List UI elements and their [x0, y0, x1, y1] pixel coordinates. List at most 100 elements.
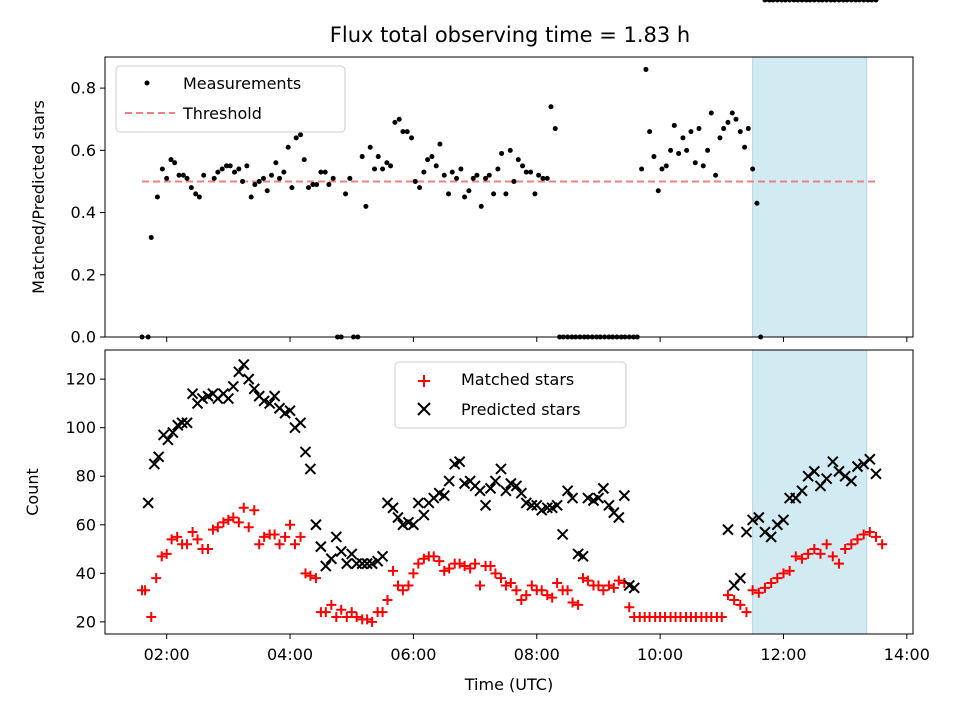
matched-star-point	[598, 585, 609, 596]
measurement-point	[449, 169, 455, 175]
measurement-point	[232, 169, 238, 175]
measurement-point	[256, 178, 262, 184]
matched-star-point	[254, 539, 265, 550]
measurement-point	[252, 182, 258, 188]
predicted-star-point	[248, 383, 260, 395]
predicted-star-point	[299, 446, 312, 458]
matched-star-point	[238, 502, 249, 513]
matched-star-point	[624, 602, 635, 613]
top-panel: Flux total observing time = 1.83 h 0.0 0.…	[29, 0, 914, 347]
measurement-point	[548, 104, 554, 110]
predicted-star-point	[176, 417, 188, 429]
matched-star-point	[336, 604, 347, 615]
measurement-point	[745, 126, 751, 132]
measurement-point	[193, 191, 199, 197]
matched-star-point	[790, 551, 801, 562]
predicted-star-point	[603, 499, 615, 512]
matched-star-point	[735, 599, 746, 610]
matched-star-point	[877, 539, 888, 550]
matched-star-point	[320, 607, 331, 618]
measurement-point	[322, 169, 328, 175]
measurement-point	[499, 150, 505, 156]
predicted-star-point	[361, 557, 373, 570]
measurement-point	[211, 175, 217, 181]
measurement-point	[301, 157, 307, 163]
measurement-point	[848, 0, 854, 3]
measurement-point	[172, 160, 178, 166]
measurement-point	[281, 169, 287, 175]
measurement-point	[219, 166, 225, 172]
measurement-point	[310, 182, 316, 188]
predicted-star-point	[597, 482, 610, 495]
predicted-star-point	[827, 455, 839, 468]
measurement-point	[816, 0, 822, 3]
predicted-star-point	[510, 480, 523, 492]
measurement-point	[819, 0, 825, 3]
predicted-star-point	[325, 553, 338, 565]
measurement-point	[733, 116, 739, 122]
measurement-point	[729, 110, 735, 116]
matched-star-point	[858, 529, 869, 540]
measurement-point	[643, 66, 649, 72]
bottom-ytick-label: 80	[76, 467, 96, 486]
measurement-point	[491, 191, 497, 197]
predicted-star-point	[734, 572, 747, 584]
measurement-point	[347, 175, 353, 181]
measurement-point	[696, 126, 702, 132]
measurement-point	[196, 194, 202, 200]
measurement-point	[725, 119, 731, 125]
matched-star-point	[146, 612, 157, 623]
predicted-star-point	[500, 485, 512, 497]
measurement-point	[372, 166, 378, 172]
measurement-point	[404, 129, 410, 135]
predicted-star-point	[592, 492, 605, 504]
measurement-point	[154, 194, 160, 200]
predicted-star-point	[777, 514, 790, 526]
predicted-star-point	[765, 531, 777, 543]
matched-star-point	[741, 607, 752, 618]
predicted-star-point	[613, 511, 625, 524]
bottom-ytick-label: 120	[65, 370, 96, 389]
matched-star-point	[573, 599, 584, 610]
measurement-point	[659, 166, 665, 172]
measurement-point	[314, 182, 320, 188]
measurement-point	[824, 0, 830, 3]
measurement-point	[528, 169, 534, 175]
matched-star-point	[305, 570, 316, 581]
measurement-point	[433, 163, 439, 169]
measurement-point	[486, 172, 492, 178]
matched-star-point	[864, 527, 875, 538]
measurement-point	[184, 175, 190, 181]
matched-star-point	[485, 561, 496, 572]
predicted-star-point	[341, 557, 353, 570]
matched-star-point	[772, 573, 783, 584]
measurement-point	[779, 0, 785, 3]
threshold-legend-label: Threshold	[182, 104, 262, 123]
predicted-star-point	[453, 455, 466, 468]
measurement-point	[277, 175, 283, 181]
measurement-point	[799, 0, 805, 3]
predicted-star-point	[320, 560, 332, 572]
predicted-star-point	[851, 460, 864, 473]
matched-star-point	[778, 568, 789, 579]
predicted-star-point	[495, 463, 507, 475]
predicted-star-point	[233, 366, 245, 378]
matched-star-point	[536, 585, 547, 596]
matched-star-point	[459, 561, 470, 572]
matched-star-point	[280, 531, 291, 542]
measurement-point	[828, 0, 834, 3]
measurement-point	[750, 166, 756, 172]
bottom-ytick-label: 40	[76, 564, 96, 583]
bottom-xtick-label: 08:00	[514, 645, 560, 664]
measurement-point	[676, 150, 682, 156]
matched-star-point	[341, 612, 352, 623]
predicted-star-point	[243, 373, 255, 385]
matched-star-point	[285, 519, 296, 530]
top-plot-frame	[104, 56, 914, 338]
measurement-point	[176, 172, 182, 178]
chart-title: Flux total observing time = 1.83 h	[330, 23, 690, 47]
predicted-star-point	[310, 519, 322, 531]
predicted-star-point	[412, 497, 425, 509]
bottom-y-axis-label: Count	[23, 468, 42, 516]
matched-star-point	[562, 585, 573, 596]
